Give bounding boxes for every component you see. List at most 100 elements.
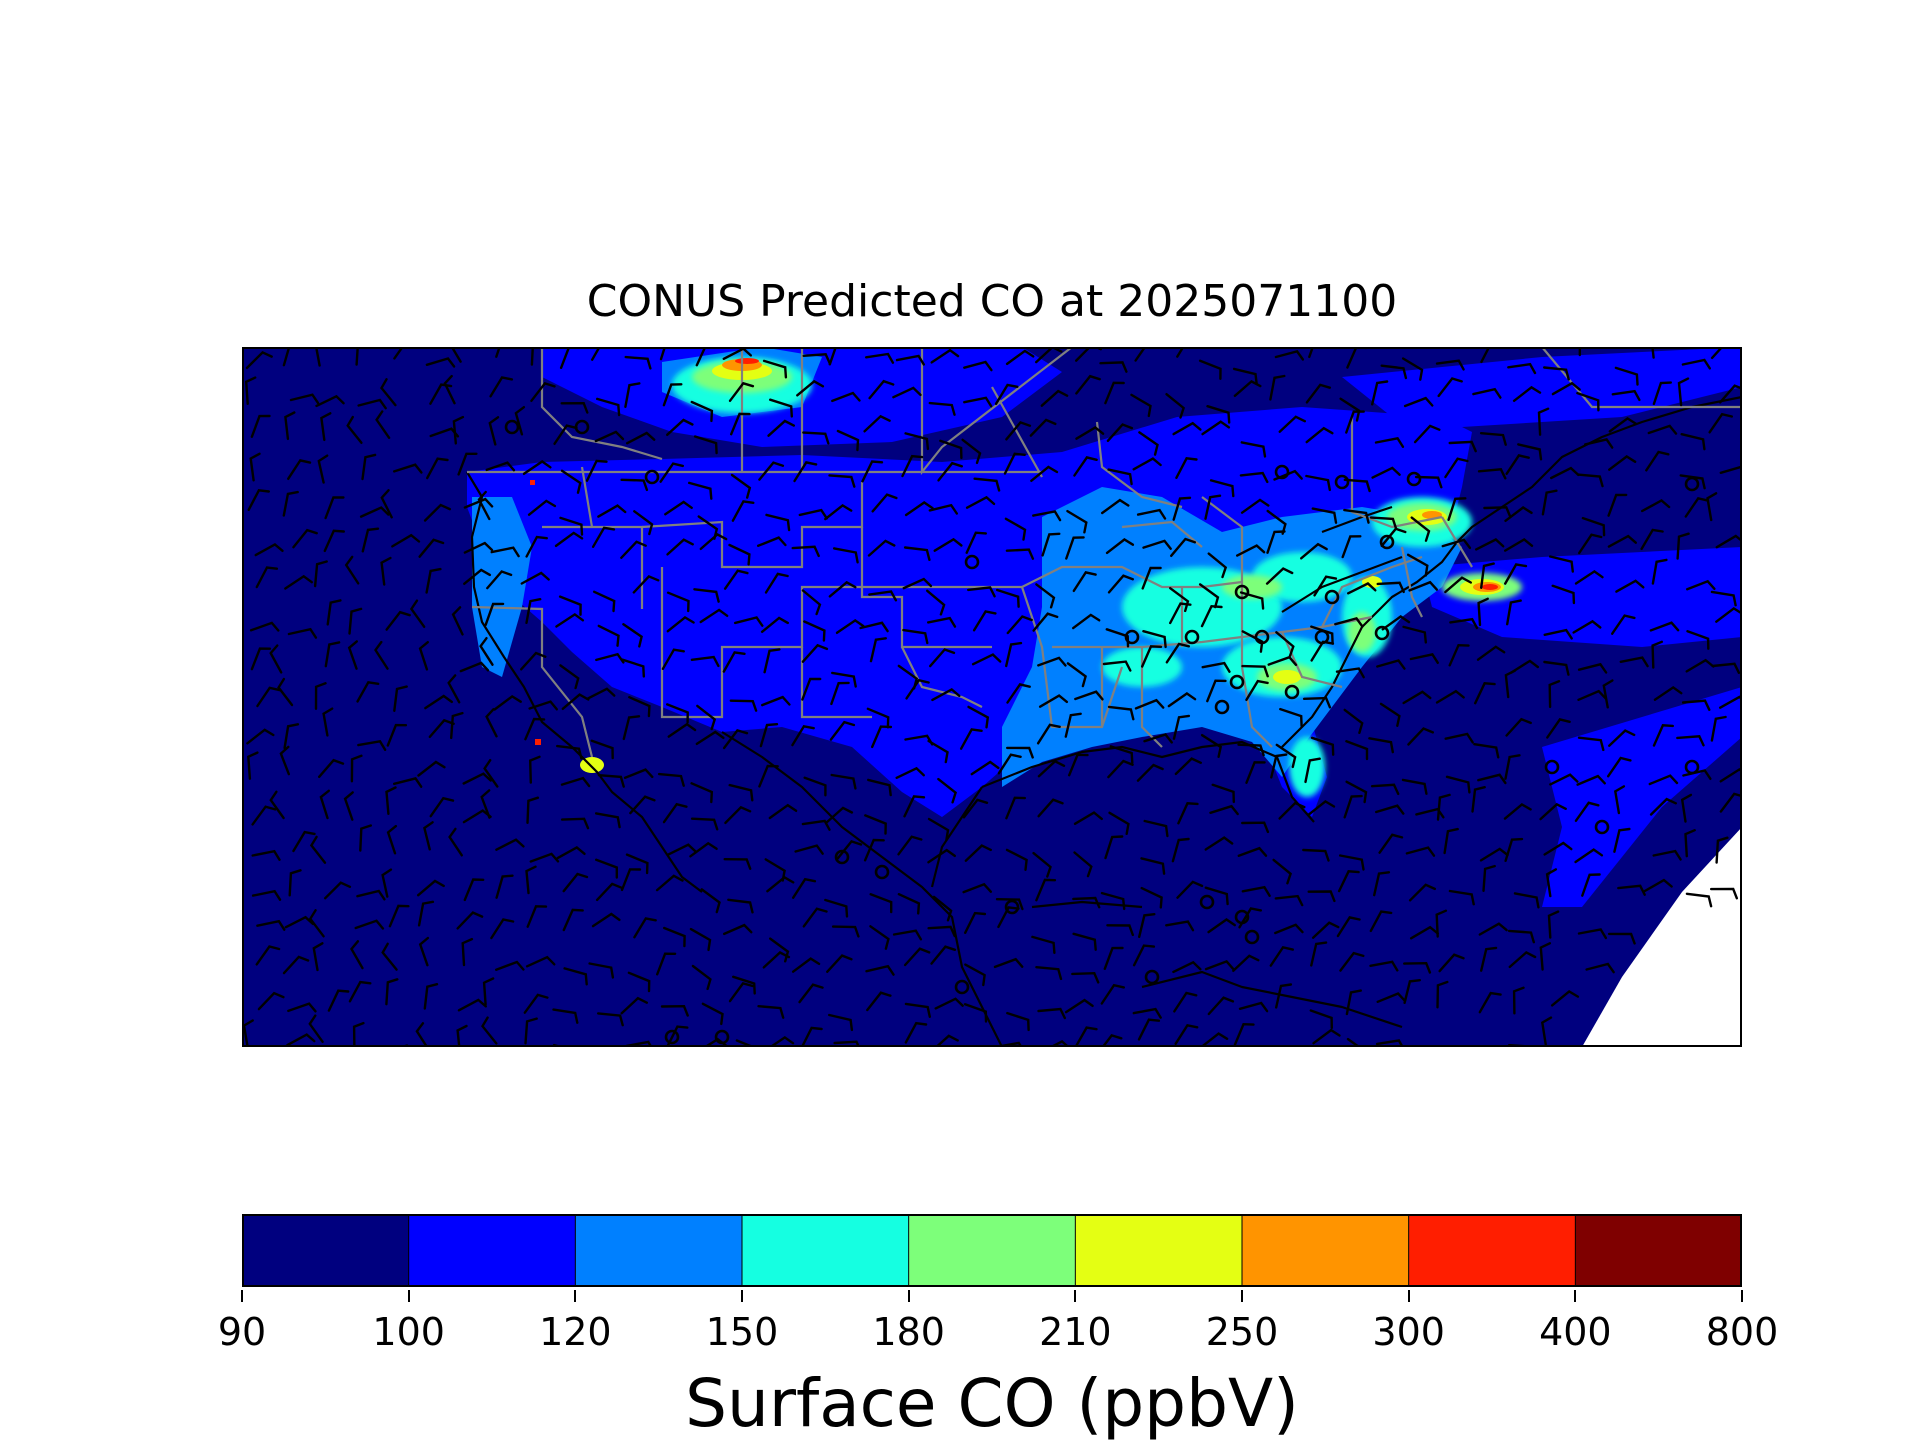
wind-barb [1403, 961, 1432, 974]
wind-barb [927, 616, 957, 628]
wind-barb [269, 790, 285, 820]
wind-barb [688, 481, 713, 500]
calm-wind-marker [1234, 584, 1250, 600]
wind-barb [1370, 783, 1400, 796]
wind-barb [1435, 909, 1448, 938]
wind-barb [585, 459, 608, 482]
wind-barb [488, 416, 500, 446]
wind-barb [357, 398, 387, 410]
wind-barb [1407, 727, 1434, 746]
wind-barb [1245, 679, 1269, 702]
wind-barb [621, 658, 645, 678]
wind-barb [1471, 786, 1486, 813]
wind-barb [959, 728, 983, 750]
wind-barb [1030, 465, 1059, 482]
wind-barb [591, 347, 601, 361]
wind-barb [1006, 1011, 1030, 1032]
wind-barb [1279, 707, 1303, 728]
colorbar-tick-mark [1074, 1290, 1077, 1302]
wind-barb [803, 620, 826, 642]
wind-barb [319, 789, 330, 820]
wind-barb [1651, 640, 1663, 669]
wind-barb [288, 869, 302, 897]
wind-barb [963, 396, 993, 408]
colorbar-tick-mark [1407, 1290, 1410, 1302]
wind-barb [895, 354, 925, 366]
wind-barb [1106, 423, 1134, 442]
wind-barb [1410, 516, 1431, 542]
wind-barb [700, 888, 721, 914]
wind-barb [1142, 539, 1172, 550]
wind-barb [758, 461, 785, 481]
wind-barb [1607, 493, 1628, 517]
wind-barb [1172, 496, 1192, 521]
wind-barb [556, 845, 586, 860]
wind-barb [593, 590, 616, 613]
wind-barb [1204, 494, 1222, 520]
wind-barb [1715, 606, 1742, 623]
wind-barb [1343, 478, 1371, 493]
wind-barb [1651, 347, 1655, 359]
wind-barb [1443, 827, 1459, 855]
wind-barb [1472, 387, 1502, 399]
wind-barb [762, 951, 791, 969]
wind-barb [901, 454, 924, 478]
wind-barb [1710, 887, 1738, 900]
wind-barb [1031, 935, 1056, 954]
wind-barb [728, 381, 755, 402]
wind-barb [1107, 759, 1134, 779]
wind-barb [734, 616, 764, 627]
wind-barb [1040, 389, 1069, 407]
wind-barb [256, 686, 281, 708]
calm-wind-marker [504, 419, 520, 435]
wind-barb [1102, 660, 1132, 672]
wind-barb [1408, 580, 1438, 592]
wind-barb [1517, 443, 1543, 461]
wind-barb [1607, 756, 1632, 778]
wind-barb [1035, 878, 1057, 902]
wind-barb [796, 379, 825, 397]
wind-barb [863, 414, 891, 433]
wind-barb [1236, 544, 1266, 557]
wind-barb [861, 460, 884, 483]
wind-barb [690, 400, 714, 423]
wind-barb [801, 643, 829, 663]
wind-barb [1105, 538, 1135, 555]
wind-barb [927, 925, 956, 938]
wind-barb [769, 398, 793, 418]
wind-barb [628, 696, 651, 718]
wind-barb [1647, 424, 1678, 435]
wind-barb [835, 618, 865, 634]
wind-barb [728, 982, 754, 1003]
wind-barb [1706, 492, 1718, 522]
wind-barb [1305, 383, 1331, 404]
colorbar-tick-label: 180 [872, 1310, 945, 1354]
wind-barb [895, 766, 925, 779]
wind-barb [1037, 798, 1064, 818]
wind-barb [1143, 819, 1169, 838]
wind-barb [1711, 662, 1741, 674]
wind-barb [1274, 894, 1304, 907]
wind-barb [1581, 516, 1606, 537]
wind-barb [1448, 643, 1470, 667]
calm-wind-marker [1144, 969, 1160, 985]
wind-barb [1651, 558, 1668, 585]
wind-barb [1719, 767, 1742, 783]
wind-barb [1343, 708, 1364, 734]
wind-barb [356, 680, 380, 703]
wind-barb [970, 760, 1000, 776]
wind-barb [359, 506, 390, 518]
wind-barb [728, 783, 754, 802]
calm-wind-marker [1004, 899, 1020, 915]
wind-barb [1071, 971, 1100, 984]
wind-barb [693, 435, 718, 455]
wind-barb [282, 347, 291, 367]
wind-barb [1037, 1007, 1066, 1020]
wind-barb [327, 989, 350, 1012]
wind-barb [1574, 569, 1604, 585]
wind-barb [457, 452, 478, 476]
wind-barb [463, 497, 494, 509]
wind-barb [627, 971, 651, 993]
wind-barb [1479, 847, 1509, 862]
wind-barb [244, 376, 257, 405]
